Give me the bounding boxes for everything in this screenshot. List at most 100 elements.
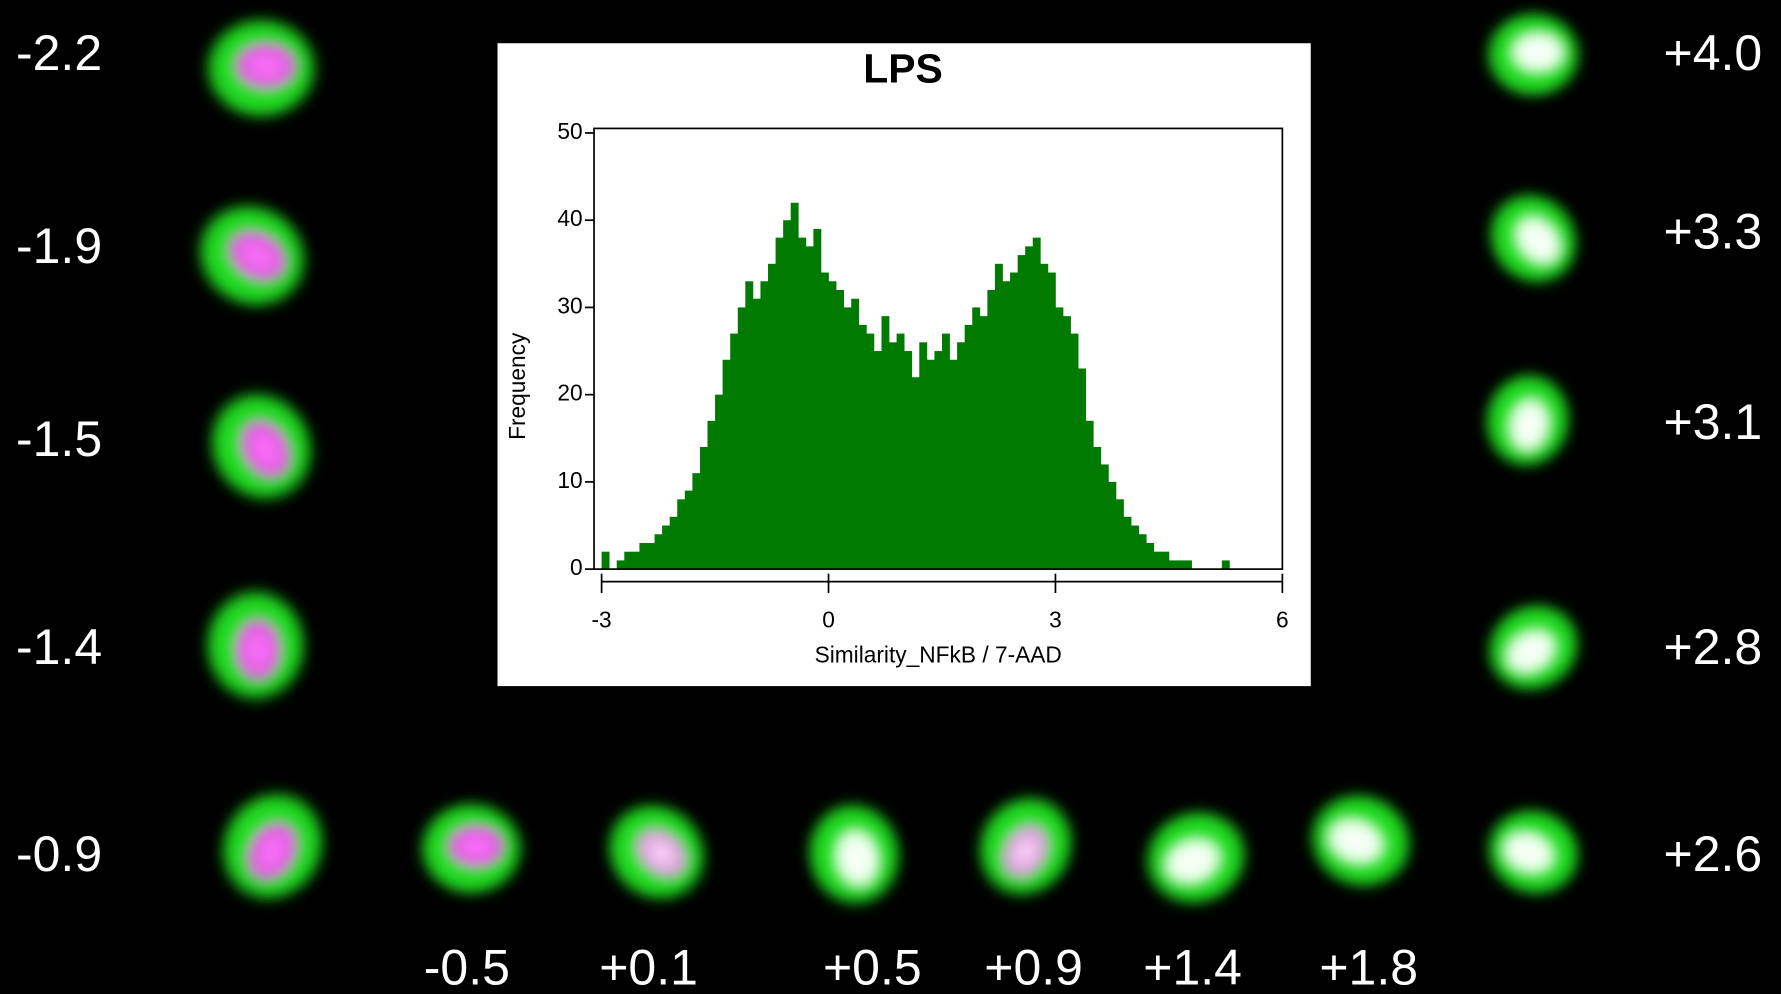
bar [926,359,935,570]
x-tick-label: 3 [1049,606,1062,632]
bar [730,333,739,570]
y-axis-label: Frequency [504,332,530,440]
bar [752,298,761,570]
bar [896,333,905,570]
bar [624,551,633,570]
bar [820,272,829,570]
bar [1146,542,1155,570]
cell-core [1499,829,1558,877]
bar [1025,246,1034,570]
cell-image [1139,805,1253,911]
bar [1040,263,1049,570]
cell-label: +4.0 [1664,25,1763,81]
cell-label: +0.5 [823,939,922,994]
cell-image [1483,188,1583,290]
bar [904,351,913,570]
cell-image [199,12,324,125]
bar [889,342,897,570]
cell-core [1323,815,1388,867]
bar [662,525,671,570]
bar [1108,481,1117,570]
bar [858,324,867,570]
bar [972,307,981,570]
cell-image [1480,7,1586,103]
cell-image [802,797,907,912]
bar [654,534,663,570]
bar [798,237,807,570]
cell-image [214,785,331,907]
bar [934,351,943,570]
bar [1070,333,1079,570]
cell-image [601,797,712,907]
bar [631,551,640,570]
cell-label: +2.8 [1664,619,1763,675]
x-tick-label: 0 [822,606,835,632]
bar [994,263,1003,570]
bar [737,307,746,570]
bar [866,333,875,570]
cell-image [199,583,312,708]
bar [1161,551,1170,570]
cell-label: -1.4 [16,619,102,675]
bar [851,298,860,570]
cell-label: +3.3 [1664,203,1763,259]
bar [1093,447,1102,570]
cell-label: +1.4 [1143,939,1242,994]
bar [1123,516,1132,570]
bar [979,316,988,570]
cell-label: -1.9 [16,218,102,274]
bar [1063,316,1071,570]
bar [745,281,754,570]
cell-image [1480,367,1576,473]
bar [957,342,966,570]
cell-image [203,385,319,508]
bar [760,281,769,570]
cell-label: +1.8 [1319,939,1418,994]
bar [813,228,822,570]
cell-label: -0.5 [424,939,510,994]
bar [1085,420,1094,570]
bar [1002,281,1011,570]
y-tick-label: 10 [557,467,582,493]
bar [836,289,844,570]
bar [881,316,890,570]
bar [616,560,625,570]
bar [1115,499,1124,570]
bar [949,359,958,570]
cell-core [1507,29,1568,75]
chart-title: LPS [863,45,942,91]
bar [1047,272,1056,570]
bar [964,324,973,570]
cell-core [243,817,302,885]
bar [677,499,686,570]
bar [1184,560,1192,570]
cell-core [1160,835,1225,887]
cell-image [1482,598,1585,697]
cell-core [998,820,1053,883]
bar [646,542,655,570]
cell-core [832,825,882,891]
y-tick-label: 0 [570,554,583,580]
bar [805,246,814,570]
bar [1078,368,1087,570]
cell-core [631,824,692,882]
cell-image [1481,803,1586,901]
bar [843,307,852,570]
bar [669,516,678,570]
y-tick-label: 20 [557,380,582,406]
bar [873,351,882,570]
cell-core [1502,627,1559,677]
cell-core [443,821,509,871]
cell-core [236,415,295,483]
cell-core [231,614,285,686]
bar [1153,551,1162,570]
bar [699,447,708,570]
cell-label: +0.1 [599,939,698,994]
cell-label: +0.9 [984,939,1083,994]
plot-frame [593,127,1284,570]
bar [1176,560,1185,570]
cell-image [972,790,1079,903]
bar [1221,560,1230,570]
